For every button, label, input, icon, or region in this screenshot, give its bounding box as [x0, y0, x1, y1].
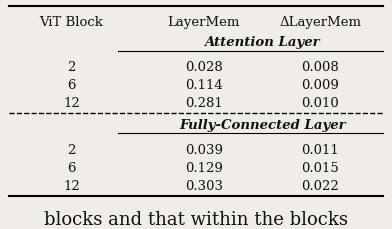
Text: 0.008: 0.008	[301, 61, 339, 74]
Text: 0.022: 0.022	[301, 179, 339, 192]
Text: 0.281: 0.281	[185, 97, 223, 110]
Text: 0.011: 0.011	[301, 143, 339, 156]
Text: 12: 12	[63, 179, 80, 192]
Text: 0.010: 0.010	[301, 97, 339, 110]
Text: 2: 2	[67, 61, 76, 74]
Text: 6: 6	[67, 79, 76, 92]
Text: 0.129: 0.129	[185, 161, 223, 174]
Text: ΔLayerMem: ΔLayerMem	[279, 16, 361, 29]
Text: 6: 6	[67, 161, 76, 174]
Text: Fully-Connected Layer: Fully-Connected Layer	[179, 118, 345, 131]
Text: 0.039: 0.039	[185, 143, 223, 156]
Text: LayerMem: LayerMem	[168, 16, 240, 29]
Text: Attention Layer: Attention Layer	[204, 36, 320, 49]
Text: 0.009: 0.009	[301, 79, 339, 92]
Text: 0.114: 0.114	[185, 79, 223, 92]
Text: 2: 2	[67, 143, 76, 156]
Text: 12: 12	[63, 97, 80, 110]
Text: 0.028: 0.028	[185, 61, 223, 74]
Text: 0.303: 0.303	[185, 179, 223, 192]
Text: blocks and that within the blocks: blocks and that within the blocks	[44, 210, 348, 228]
Text: 0.015: 0.015	[301, 161, 339, 174]
Text: ViT Block: ViT Block	[40, 16, 103, 29]
